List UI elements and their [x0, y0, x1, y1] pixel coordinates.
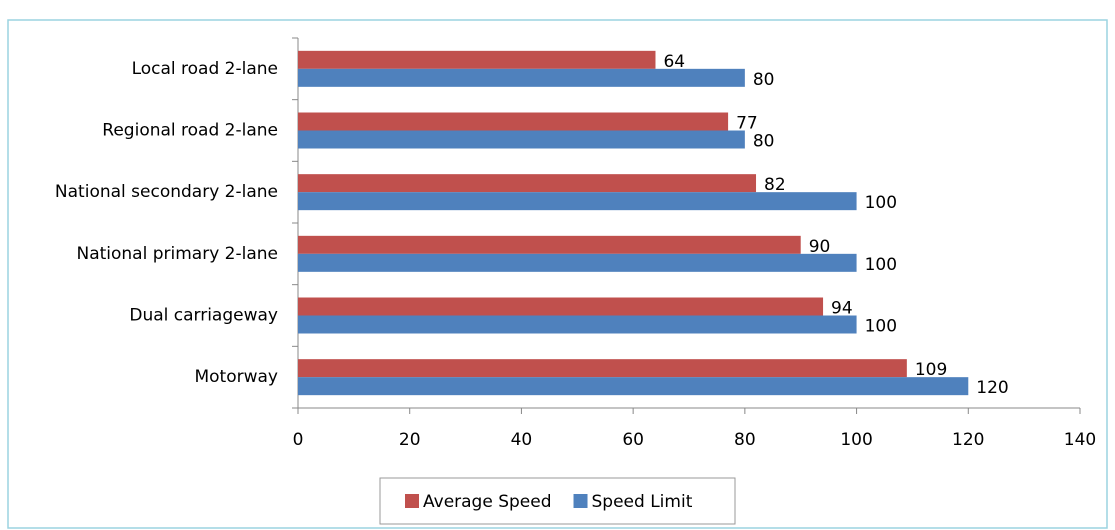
bar: [298, 297, 824, 316]
value-label: 120: [976, 378, 1008, 398]
x-tick-label: 140: [1064, 430, 1096, 450]
legend-label: Speed Limit: [592, 492, 693, 512]
x-tick-label: 120: [952, 430, 984, 450]
bar: [298, 50, 656, 69]
legend-swatch: [405, 494, 419, 508]
y-tick-label: Local road 2-lane: [132, 59, 278, 79]
value-label: 82: [764, 175, 786, 195]
y-tick-label: Dual carriageway: [129, 306, 278, 326]
bar: [298, 359, 907, 378]
y-tick-label: National primary 2-lane: [76, 244, 278, 264]
y-tick-label: National secondary 2-lane: [55, 182, 278, 202]
value-label: 100: [865, 317, 897, 337]
x-tick-label: 0: [293, 430, 304, 450]
value-label: 64: [663, 52, 685, 72]
x-tick-label: 20: [399, 430, 421, 450]
value-label: 80: [753, 70, 775, 90]
value-label: 94: [831, 299, 853, 319]
y-tick-label: Motorway: [194, 367, 278, 387]
x-tick-label: 80: [734, 430, 756, 450]
bar: [298, 68, 745, 87]
legend-label: Average Speed: [423, 492, 552, 512]
value-label: 90: [809, 237, 831, 257]
bar: [298, 315, 857, 334]
y-tick-label: Regional road 2-lane: [102, 121, 278, 141]
bar: [298, 377, 969, 396]
value-label: 100: [865, 255, 897, 275]
value-label: 80: [753, 132, 775, 152]
legend-swatch: [573, 494, 588, 508]
bar: [298, 112, 729, 131]
bar: [298, 235, 801, 254]
value-label: 77: [736, 114, 758, 134]
bar: [298, 130, 745, 149]
x-tick-label: 40: [511, 430, 533, 450]
x-tick-label: 60: [622, 430, 644, 450]
x-tick-label: 100: [840, 430, 872, 450]
legend-box: [379, 477, 736, 525]
bar: [298, 253, 857, 272]
chart-frame: [7, 19, 1108, 529]
bar: [298, 192, 857, 211]
value-label: 100: [865, 193, 897, 213]
bar: [298, 174, 757, 193]
value-label: 109: [915, 360, 947, 380]
